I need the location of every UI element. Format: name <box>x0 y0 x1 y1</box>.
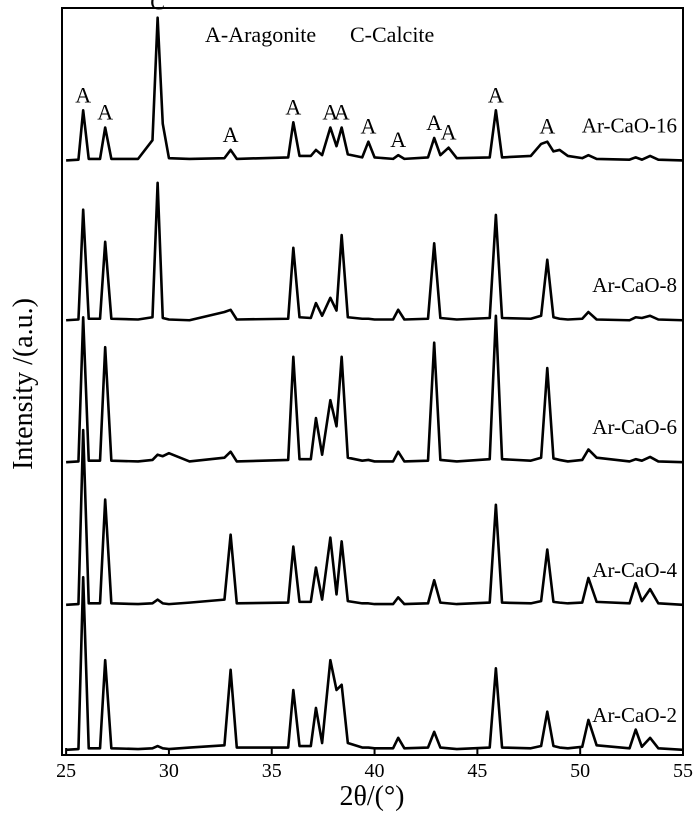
peak-label: C <box>150 0 165 15</box>
xrd-pattern <box>66 181 684 322</box>
plot-frame <box>61 7 684 756</box>
x-tick-label: 40 <box>365 760 385 782</box>
peak-label: A <box>285 94 301 119</box>
x-tick-label: 35 <box>262 760 282 782</box>
x-tick-label: 45 <box>467 760 487 782</box>
peak-label: A <box>97 100 113 125</box>
peak-label: A <box>334 100 350 125</box>
x-tick-label: 55 <box>673 760 693 782</box>
y-axis-title: Intensity /(a.u.) <box>8 298 39 470</box>
xrd-pattern <box>66 428 684 607</box>
x-tick-label: 25 <box>56 760 76 782</box>
xrd-pattern <box>66 314 684 464</box>
peak-label: A <box>426 110 442 135</box>
peak-label: A <box>360 114 376 139</box>
series-label: Ar-CaO-6 <box>592 415 677 439</box>
series-label: Ar-CaO-4 <box>592 558 677 582</box>
peak-label: A <box>322 100 338 125</box>
x-tick-label: 30 <box>159 760 179 782</box>
peak-label: A <box>488 82 504 107</box>
peak-label: A <box>441 120 457 145</box>
x-tick-label: 50 <box>570 760 590 782</box>
legend-text: C-Calcite <box>350 22 434 47</box>
series-label: Ar-CaO-2 <box>592 703 677 727</box>
series-label: Ar-CaO-16 <box>582 113 677 137</box>
series-label: Ar-CaO-8 <box>592 273 677 297</box>
x-axis-title: 2θ/(°) <box>339 781 404 812</box>
xrd-pattern <box>66 575 684 752</box>
peak-label: A <box>390 127 406 152</box>
xrd-pattern <box>66 16 684 162</box>
peak-label: A <box>539 114 555 139</box>
peak-label: A <box>75 82 91 107</box>
peak-label: A <box>223 122 239 147</box>
legend-text: A-Aragonite <box>205 22 316 47</box>
